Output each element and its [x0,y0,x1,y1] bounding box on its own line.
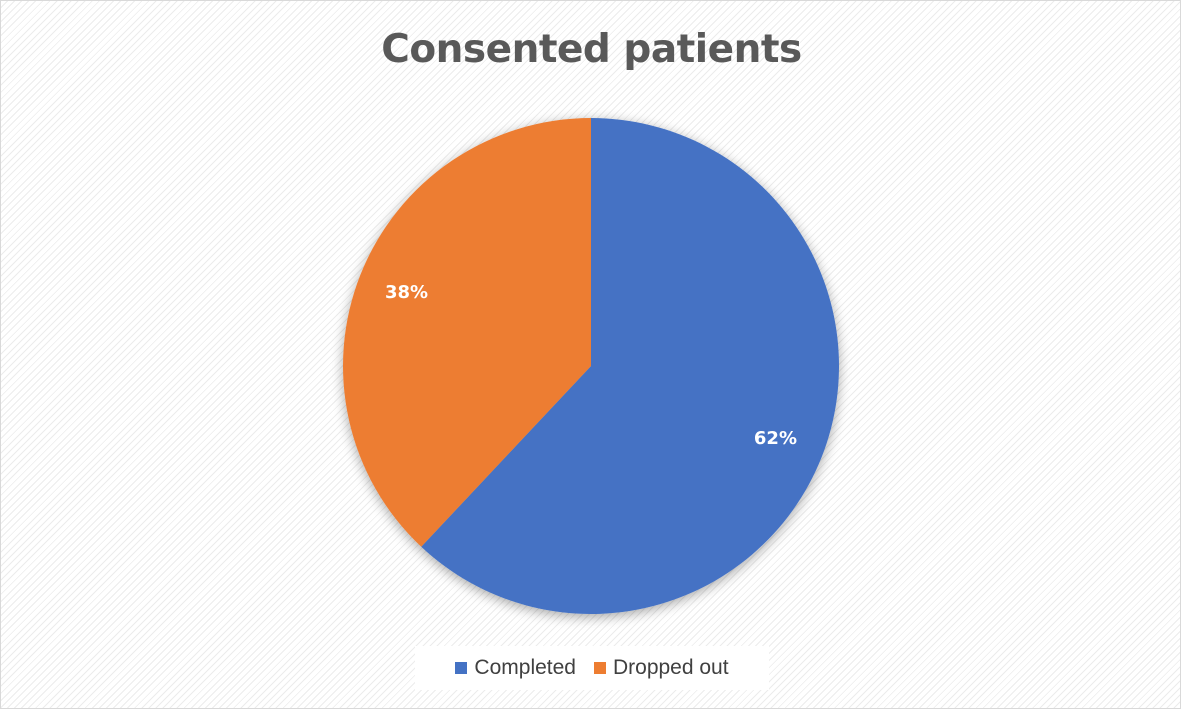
pie-slice-dropped-out [343,118,591,547]
pie-slice-completed [421,118,840,614]
legend-item-dropped-out: Dropped out [593,656,729,680]
legend-swatch-dropped-out [593,662,606,674]
chart-title: Consented patients [381,27,802,72]
legend-swatch-completed [455,662,468,674]
data-label-completed: 62% [754,428,797,449]
legend-label-dropped-out: Dropped out [612,656,729,679]
legend-label-completed: Completed [474,656,576,679]
data-label-dropped-out: 38% [385,282,428,303]
legend-item-completed: Completed [455,656,576,680]
legend: Completed Dropped out [415,646,769,690]
